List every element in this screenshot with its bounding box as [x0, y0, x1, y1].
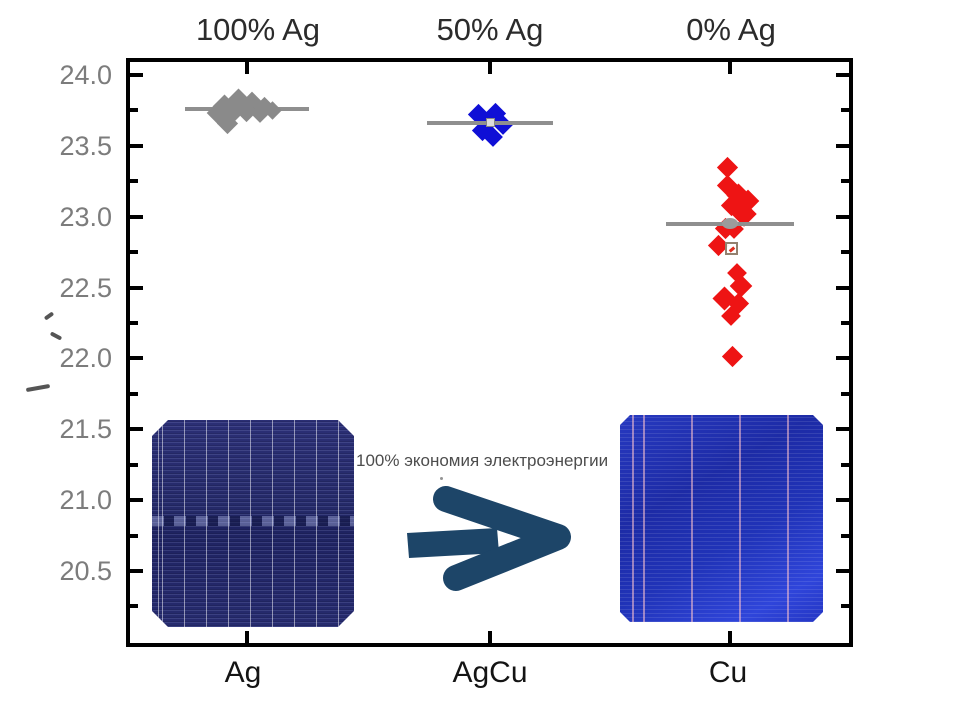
- y-minor-tick: [130, 250, 138, 255]
- y-major-tick: [130, 73, 143, 77]
- y-major-tick: [836, 73, 849, 77]
- x-category-tick: [728, 631, 732, 643]
- column-title: 0% Ag: [686, 12, 776, 47]
- y-minor-tick: [130, 604, 138, 609]
- outlier-dash: [728, 246, 736, 253]
- y-tick-label: 21.5: [59, 414, 112, 445]
- y-tick-label: 24.0: [59, 60, 112, 90]
- y-tick-label: 21.0: [59, 485, 112, 516]
- y-major-tick: [836, 427, 849, 432]
- y-minor-tick: [130, 533, 138, 538]
- x-category-tick: [488, 631, 492, 643]
- y-minor-tick: [841, 179, 849, 184]
- solar-cell-photo-copper: [620, 415, 823, 622]
- y-major-tick: [836, 285, 849, 290]
- y-minor-tick: [130, 320, 138, 325]
- y-minor-tick: [130, 462, 138, 467]
- y-major-tick: [130, 143, 143, 148]
- stray-mark: [43, 311, 55, 321]
- y-minor-tick: [841, 250, 849, 255]
- y-major-tick: [130, 356, 143, 361]
- y-major-tick: [130, 214, 143, 219]
- y-major-tick: [836, 568, 849, 573]
- y-minor-tick: [841, 391, 849, 396]
- solar-cell-interconnect-band: [152, 516, 354, 526]
- solar-cell-photo-silver: [152, 420, 354, 627]
- y-minor-tick: [130, 108, 138, 113]
- mean-marker: [722, 217, 738, 229]
- y-minor-tick: [841, 320, 849, 325]
- y-tick-label: 22.0: [59, 343, 112, 374]
- x-category-label: Ag: [224, 656, 262, 689]
- y-major-tick: [836, 143, 849, 148]
- y-tick-label: 23.0: [59, 201, 112, 232]
- y-tick-label: 20.5: [59, 555, 112, 586]
- x-category-label: AgCu: [452, 656, 528, 689]
- y-major-tick: [130, 568, 143, 573]
- x-category-tick: [488, 62, 492, 74]
- y-major-tick: [836, 498, 849, 503]
- mean-marker: [486, 118, 495, 128]
- y-minor-tick: [841, 533, 849, 538]
- stray-mark: [49, 331, 63, 341]
- y-major-tick: [836, 214, 849, 219]
- y-major-tick: [130, 427, 143, 432]
- y-tick-label: 23.5: [59, 130, 112, 161]
- y-minor-tick: [841, 108, 849, 113]
- y-tick-label: 22.5: [59, 272, 112, 303]
- y-minor-tick: [130, 179, 138, 184]
- x-category-label: Cu: [708, 656, 748, 689]
- y-major-tick: [836, 356, 849, 361]
- y-minor-tick: [841, 462, 849, 467]
- column-title: 100% Ag: [195, 12, 321, 47]
- annotation-text: 100% экономия электроэнергии: [356, 451, 609, 470]
- x-category-tick: [728, 62, 732, 74]
- y-major-tick: [130, 285, 143, 290]
- stray-mark: [25, 383, 51, 393]
- y-major-tick: [130, 498, 143, 503]
- plot-frame: [126, 58, 853, 647]
- x-category-tick: [245, 631, 249, 643]
- column-title: 50% Ag: [436, 12, 544, 47]
- stray-mark: [440, 477, 443, 480]
- y-minor-tick: [841, 604, 849, 609]
- outlier-marker: [725, 241, 738, 255]
- x-category-tick: [245, 62, 249, 74]
- y-minor-tick: [130, 391, 138, 396]
